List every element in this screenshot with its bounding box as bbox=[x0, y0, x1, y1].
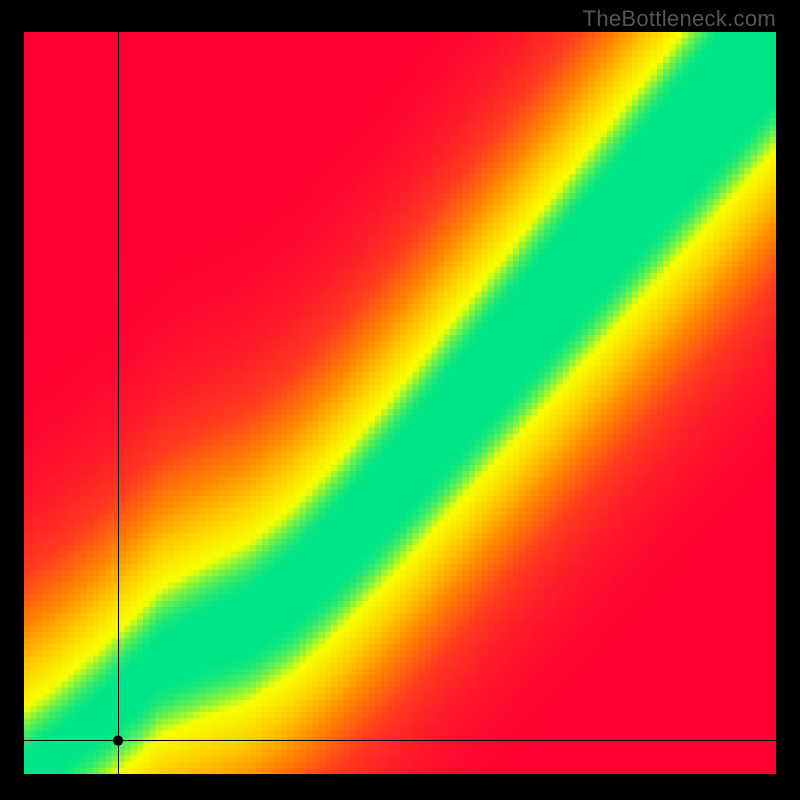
crosshair-vertical bbox=[118, 32, 119, 774]
plot-area bbox=[24, 32, 776, 774]
crosshair-horizontal bbox=[24, 740, 776, 741]
watermark-text: TheBottleneck.com bbox=[583, 6, 776, 32]
heatmap-canvas bbox=[24, 32, 776, 774]
chart-container: TheBottleneck.com bbox=[0, 0, 800, 800]
